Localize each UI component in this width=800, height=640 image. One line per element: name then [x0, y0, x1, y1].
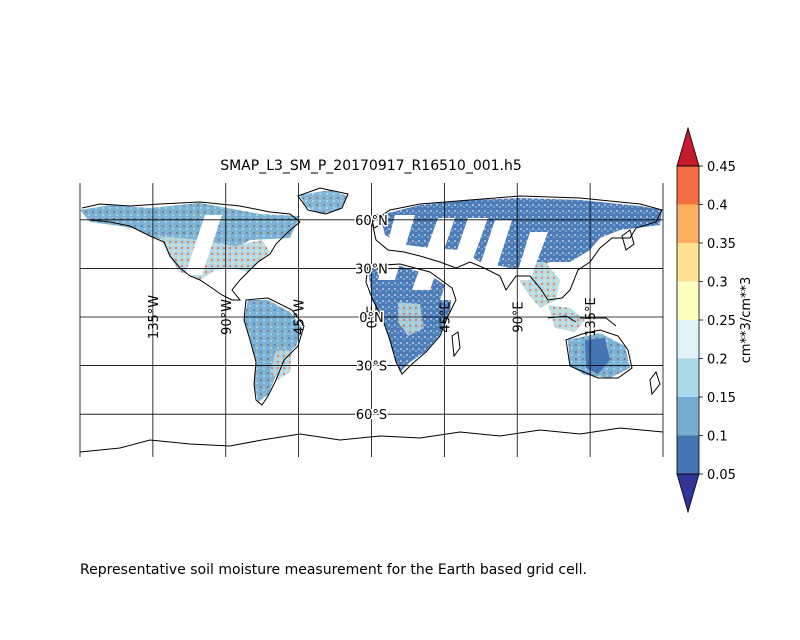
- meridian-label: 45°E: [438, 301, 453, 332]
- colorbar-bin: [677, 397, 699, 436]
- coast-madagascar: [451, 331, 461, 358]
- swath-africa-red: [398, 302, 424, 336]
- colorbar-label: cm**3/cm**3: [739, 277, 754, 364]
- meridian-label: 135°W: [147, 295, 162, 339]
- parallel-label: 0°N: [359, 311, 384, 326]
- parallel-label: 30°N: [355, 262, 388, 277]
- colorbar-over-extension: [676, 126, 700, 167]
- coast-north-america: [81, 201, 301, 301]
- swath-south-america: [244, 300, 302, 402]
- meridian-label: 135°E: [584, 297, 599, 337]
- meridian-label: 90°E: [511, 301, 526, 332]
- coast-new-zealand: [649, 370, 661, 396]
- colorbar-tick-label: 0.1: [707, 430, 728, 445]
- colorbar-tick-label: 0.4: [707, 199, 728, 214]
- world-map: [80, 183, 663, 457]
- colorbar-tick-label: 0.15: [707, 391, 736, 406]
- colorbar-under-extension: [676, 473, 700, 514]
- colorbar-bin: [677, 166, 699, 205]
- colorbar-tick-label: 0.35: [707, 237, 736, 252]
- colorbar: 0.05 0.1 0.15 0.2 0.25 0.3 0.35 0.4 0.45: [676, 126, 736, 514]
- swath-north-america-north: [80, 203, 300, 252]
- coast-south-america: [243, 297, 305, 406]
- parallel-label: 60°N: [355, 214, 388, 229]
- parallel-label: 30°S: [356, 360, 387, 375]
- swath-eurasia-north: [380, 198, 662, 270]
- coast-antarctica: [80, 427, 663, 453]
- colorbar-bin: [677, 204, 699, 243]
- graticule: [80, 183, 663, 457]
- colorbar-tick-label: 0.3: [707, 276, 728, 291]
- coast-africa: [365, 263, 457, 375]
- colorbar-tick-label: 0.45: [707, 160, 736, 175]
- swath-greenland: [300, 190, 348, 214]
- figure-caption: Representative soil moisture measurement…: [80, 562, 587, 578]
- colorbar-bin: [677, 243, 699, 282]
- coast-japan: [621, 229, 635, 251]
- colorbar-bin: [677, 435, 699, 474]
- swath-se-asia: [548, 305, 585, 332]
- graticule-labels: 135°W 90°W 45°W 0°E 45°E 90°E 135°E 60°N 30°N 0°N…: [147, 212, 599, 424]
- meridian-label: 45°W: [293, 299, 308, 335]
- parallel-label: 60°S: [356, 408, 387, 423]
- coast-greenland: [297, 187, 349, 215]
- colorbar-tick-label: 0.25: [707, 314, 736, 329]
- swath-australia-blue: [585, 338, 610, 374]
- meridian-label: 90°W: [220, 299, 235, 335]
- colorbar-tick-label: 0.2: [707, 353, 728, 368]
- colorbar-tick-label: 0.05: [707, 468, 736, 483]
- meridian-label: 0°E: [366, 306, 381, 329]
- swath-usa: [160, 236, 270, 280]
- colorbar-bin: [677, 320, 699, 359]
- colorbar-bin: [677, 358, 699, 397]
- coast-uk: [371, 213, 383, 229]
- colorbar-bin: [677, 281, 699, 320]
- map-title: SMAP_L3_SM_P_20170917_R16510_001.h5: [220, 158, 522, 174]
- coast-australia: [565, 329, 633, 379]
- swath-gaps: [185, 215, 548, 350]
